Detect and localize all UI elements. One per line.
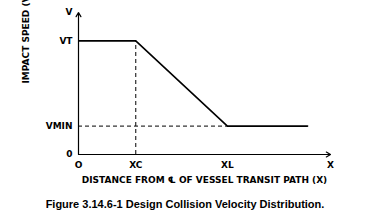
svg-text:DISTANCE FROM ℄ OF VESSEL TRAN: DISTANCE FROM ℄ OF VESSEL TRANSIT PATH (… [82,175,327,185]
svg-text:V: V [66,7,73,17]
html-text:Figure 3.14.6-1 Design Collisi: Figure 3.14.6-1 Design Collision Velocit… [45,198,325,210]
svg-text:IMPACT SPEED (V): IMPACT SPEED (V) [21,0,31,84]
svg-text:VT: VT [59,36,73,46]
svg-text:XL: XL [221,160,234,170]
svg-text:O: O [75,160,83,170]
svg-text:0: 0 [66,149,72,159]
svg-text:XC: XC [129,160,143,170]
svg-text:X: X [327,160,334,170]
svg-text:VMIN: VMIN [46,121,73,131]
